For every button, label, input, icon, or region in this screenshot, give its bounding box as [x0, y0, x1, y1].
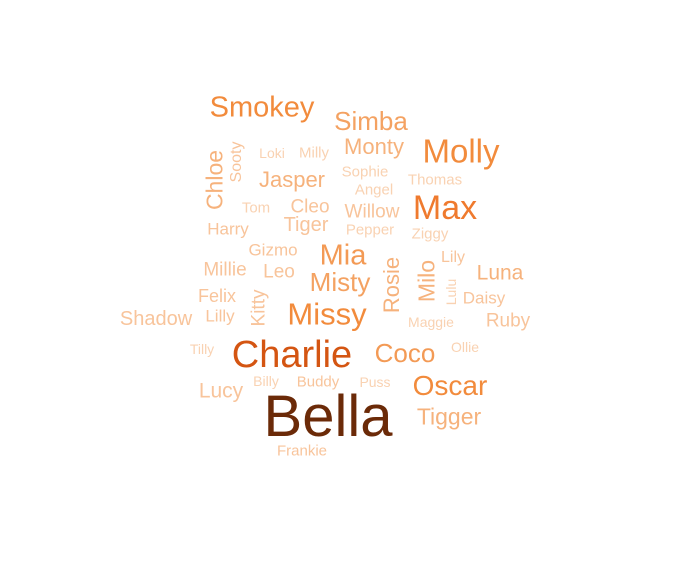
word-tom: Tom — [241, 199, 271, 217]
word-harry: Harry — [207, 219, 249, 239]
word-loki: Loki — [259, 145, 285, 161]
word-tiger: Tiger — [283, 214, 329, 236]
word-chloe: Chloe — [201, 149, 228, 211]
word-monty: Monty — [344, 134, 404, 159]
word-leo: Leo — [263, 261, 295, 283]
word-ollie: Ollie — [450, 339, 480, 355]
word-daisy: Daisy — [462, 288, 506, 308]
word-kitty: Kitty — [248, 289, 270, 327]
word-lily: Lily — [440, 249, 466, 266]
word-lucy: Lucy — [198, 379, 244, 403]
word-puss: Puss — [359, 374, 391, 390]
word-charlie: Charlie — [231, 334, 353, 376]
word-sooty: Sooty — [228, 141, 245, 183]
word-millie: Millie — [203, 259, 247, 281]
word-smokey: Smokey — [209, 91, 315, 124]
word-lulu: Lulu — [443, 278, 459, 306]
word-shadow: Shadow — [119, 308, 193, 330]
word-buddy: Buddy — [296, 373, 340, 391]
word-molly: Molly — [422, 132, 500, 170]
word-simba: Simba — [334, 106, 408, 136]
word-missy: Missy — [287, 296, 367, 332]
word-max: Max — [412, 189, 478, 227]
word-billy: Billy — [253, 373, 279, 389]
word-ruby: Ruby — [485, 310, 531, 332]
word-mia: Mia — [319, 239, 367, 272]
word-tilly: Tilly — [189, 341, 215, 357]
word-oscar: Oscar — [412, 370, 488, 401]
word-pepper: Pepper — [345, 221, 395, 239]
word-willow: Willow — [344, 201, 400, 223]
word-sophie: Sophie — [341, 163, 389, 181]
word-coco: Coco — [374, 338, 436, 368]
word-tigger: Tigger — [416, 403, 482, 430]
word-frankie: Frankie — [276, 442, 328, 460]
word-gizmo: Gizmo — [248, 240, 298, 260]
word-jasper: Jasper — [258, 167, 326, 192]
word-milly: Milly — [299, 144, 329, 162]
word-felix: Felix — [197, 286, 237, 306]
word-rosie: Rosie — [379, 256, 404, 314]
word-bella: Bella — [263, 384, 393, 449]
word-luna: Luna — [476, 261, 524, 285]
word-angel: Angel — [354, 181, 394, 199]
word-lilly: Lilly — [205, 306, 235, 326]
word-ziggy: Ziggy — [411, 225, 449, 243]
word-thomas: Thomas — [407, 171, 463, 189]
word-misty: Misty — [309, 267, 371, 297]
word-cleo: Cleo — [290, 196, 330, 218]
word-maggie: Maggie — [408, 314, 454, 330]
word-milo: Milo — [413, 259, 440, 303]
